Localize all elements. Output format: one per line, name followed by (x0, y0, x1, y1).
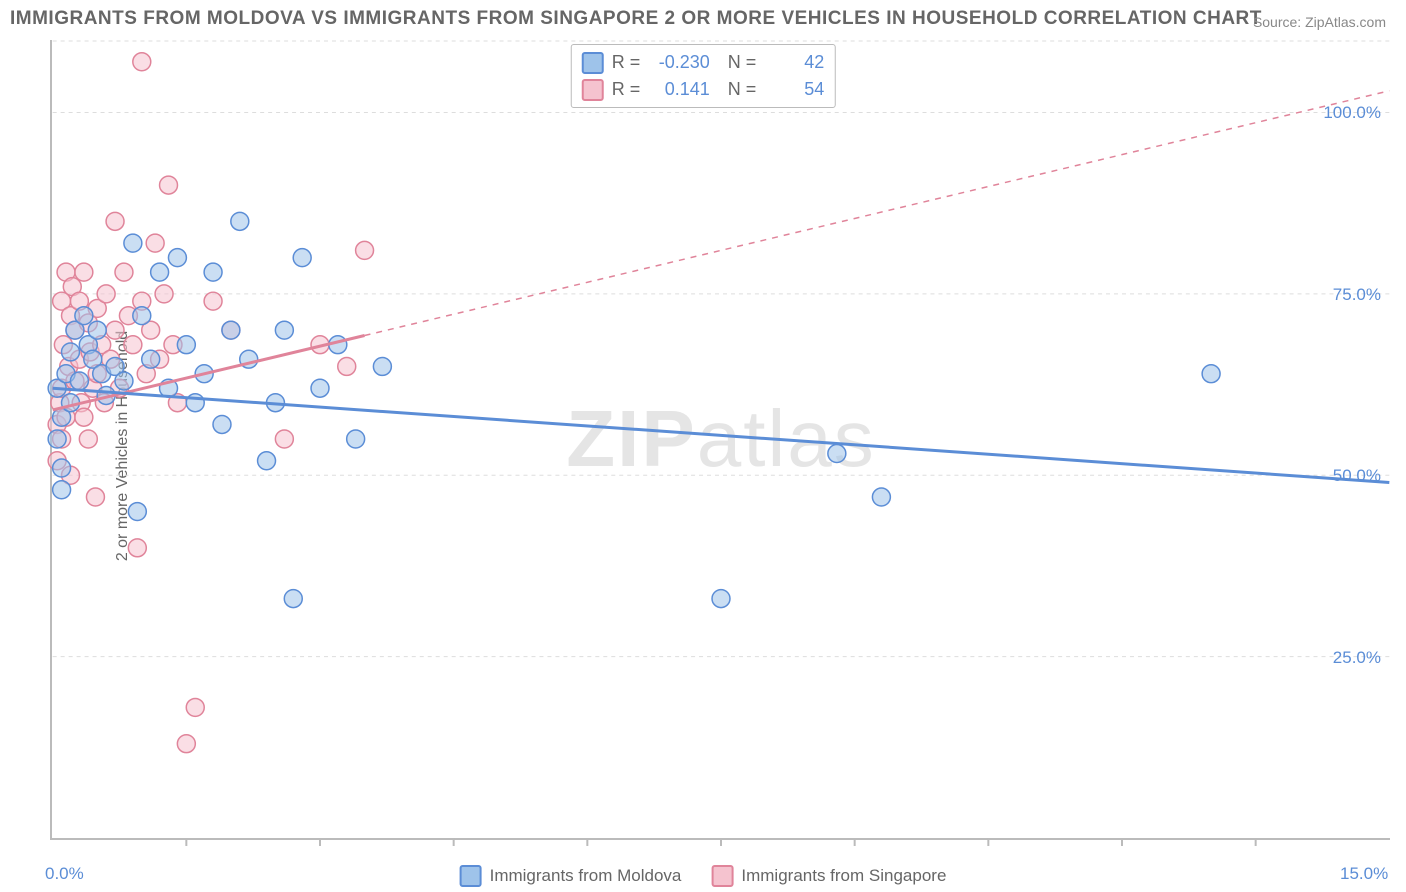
legend-label-blue: Immigrants from Moldova (490, 866, 682, 886)
bottom-legend: Immigrants from Moldova Immigrants from … (460, 865, 947, 887)
n-label: N = (718, 76, 757, 103)
r-label: R = (612, 49, 642, 76)
y-tick-label: 50.0% (1333, 466, 1381, 486)
y-tick-label: 100.0% (1323, 103, 1381, 123)
r-value-pink: 0.141 (650, 76, 710, 103)
swatch-pink (711, 865, 733, 887)
n-label: N = (718, 49, 757, 76)
chart-title: IMMIGRANTS FROM MOLDOVA VS IMMIGRANTS FR… (10, 8, 1262, 30)
legend-label-pink: Immigrants from Singapore (741, 866, 946, 886)
stats-row-pink: R = 0.141 N = 54 (582, 76, 825, 103)
x-tick-label: 0.0% (45, 864, 84, 884)
swatch-blue (460, 865, 482, 887)
swatch-blue (582, 52, 604, 74)
source-label: Source: ZipAtlas.com (1253, 14, 1386, 30)
legend-item-blue: Immigrants from Moldova (460, 865, 682, 887)
legend-item-pink: Immigrants from Singapore (711, 865, 946, 887)
stats-legend: R = -0.230 N = 42 R = 0.141 N = 54 (571, 44, 836, 108)
y-tick-label: 75.0% (1333, 285, 1381, 305)
n-value-blue: 42 (764, 49, 824, 76)
scatter-svg (52, 40, 1390, 838)
y-tick-label: 25.0% (1333, 648, 1381, 668)
swatch-pink (582, 79, 604, 101)
n-value-pink: 54 (764, 76, 824, 103)
r-label: R = (612, 76, 642, 103)
stats-row-blue: R = -0.230 N = 42 (582, 49, 825, 76)
r-value-blue: -0.230 (650, 49, 710, 76)
plot-area: ZIPatlas (50, 40, 1390, 840)
x-tick-label: 15.0% (1340, 864, 1388, 884)
